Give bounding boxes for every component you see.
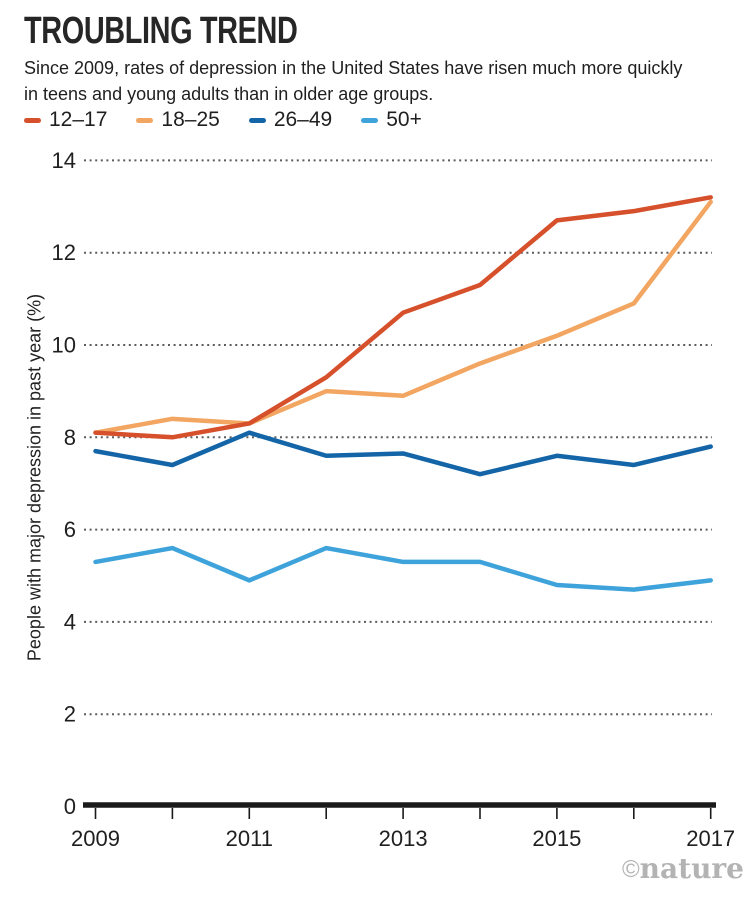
subtitle-line-2: in teens and young adults than in older … [24,84,434,104]
legend-item-12-17: 12–17 [24,108,107,132]
legend-item-18-25: 18–25 [136,108,220,132]
line-series-50+ [93,545,713,592]
line-series-26-49 [93,430,713,477]
x-axis-tick-labels: 2009 2011 2013 2015 2017 [71,826,735,851]
legend-swatch-icon [361,117,379,123]
nature-brand-text: nature [639,852,744,885]
legend-swatch-icon [248,117,266,123]
legend-item-26-49: 26–49 [248,108,333,132]
y-tick-label-2: 2 [64,702,76,727]
legend-label: 18–25 [161,108,220,131]
legend-swatch-icon [136,117,154,123]
nature-watermark: ©nature [622,852,744,885]
data-lines [93,195,713,592]
gridlines [84,159,712,716]
y-tick-label-12: 12 [52,240,76,265]
line-series-18-25 [93,199,713,435]
legend-label: 50+ [386,108,422,131]
y-tick-label-4: 4 [64,609,76,634]
y-axis-tick-labels: 0 2 4 6 8 10 12 14 [52,148,76,819]
line-series-12-17 [93,195,713,440]
subtitle-line-1: Since 2009, rates of depression in the U… [24,58,683,78]
legend-swatch-icon [24,117,41,123]
y-tick-label-14: 14 [52,148,76,173]
chart-title: TROUBLING TREND [24,10,298,52]
y-tick-label-0: 0 [64,794,76,819]
y-tick-label-10: 10 [52,333,76,358]
x-tick-label-2011: 2011 [226,826,273,851]
y-tick-label-6: 6 [64,517,76,542]
x-tick-label-2015: 2015 [532,826,581,851]
x-tick-label-2017: 2017 [686,826,735,851]
copyright-symbol: © [621,856,640,883]
y-tick-label-8: 8 [64,425,76,450]
x-axis-ticks [94,808,712,819]
chart-subtitle: Since 2009, rates of depression in the U… [24,55,682,107]
x-tick-label-2009: 2009 [71,826,120,851]
chart-legend: 12–17 18–25 26–49 50+ [24,108,422,132]
x-tick-label-2013: 2013 [379,826,428,851]
legend-item-50+: 50+ [361,108,422,132]
legend-label: 12–17 [49,108,108,131]
legend-label: 26–49 [273,108,333,131]
